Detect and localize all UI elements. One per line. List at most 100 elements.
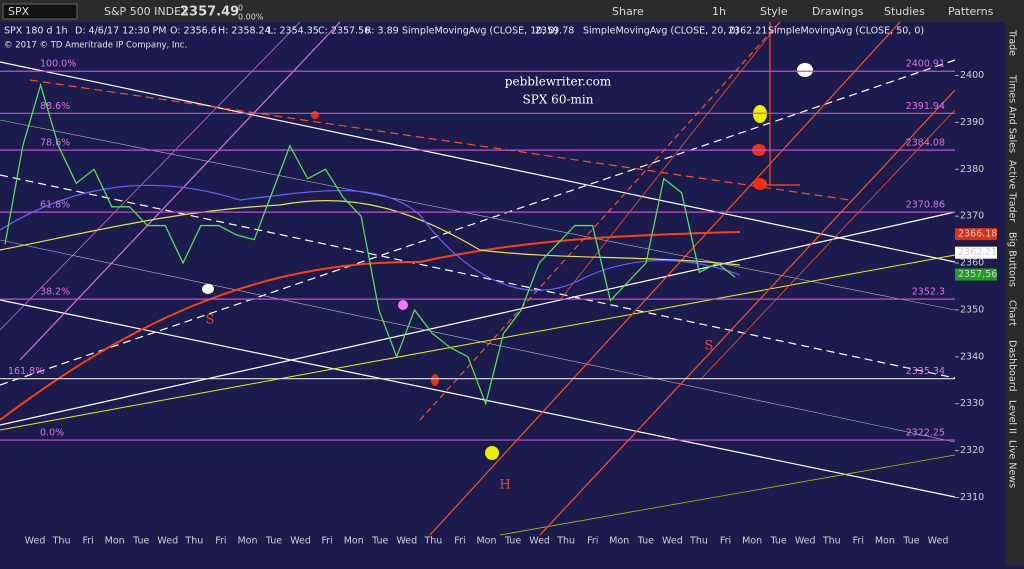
x-tick-label: Thu xyxy=(423,536,442,547)
sidebar-tab[interactable]: Live News xyxy=(1007,440,1018,488)
x-tick-label: Tue xyxy=(637,536,654,547)
fib-price: 2391.94 xyxy=(906,101,945,112)
y-tick-label: 2320 xyxy=(960,445,984,456)
info-item: D: 4/6/17 12:30 PM xyxy=(75,26,166,37)
x-tick-label: Fri xyxy=(720,536,731,547)
x-tick-label: Wed xyxy=(928,536,949,547)
fib-price: 2352.3 xyxy=(912,287,945,298)
sidebar-tab[interactable]: Level II xyxy=(1007,400,1018,434)
fib-pct: 61.8% xyxy=(40,200,70,211)
info-item: SimpleMovingAvg (CLOSE, 10, 0) xyxy=(402,26,558,37)
sidebar-tab[interactable]: Chart xyxy=(1007,300,1018,326)
wave-label: S xyxy=(206,313,215,328)
sidebar xyxy=(1005,22,1024,565)
y-tick-label: 2350 xyxy=(960,304,984,315)
sidebar-tab[interactable]: Dashboard xyxy=(1007,340,1018,392)
wave-label: S xyxy=(705,339,714,354)
symbol-box[interactable] xyxy=(2,3,78,20)
x-tick-label: Fri xyxy=(82,536,93,547)
x-tick-label: Mon xyxy=(237,536,257,547)
fib-price: 2400.91 xyxy=(906,59,945,70)
x-tick-label: Wed xyxy=(662,536,683,547)
fib-pct: 0.0% xyxy=(40,428,64,439)
annotation-site: pebblewriter.com xyxy=(505,75,612,89)
x-tick-label: Thu xyxy=(689,536,708,547)
info-item: SimpleMovingAvg (CLOSE, 20, 0) xyxy=(583,26,739,37)
info-item: L: 2354.35 xyxy=(268,26,319,37)
copyright: © 2017 © TD Ameritrade IP Company, Inc. xyxy=(4,41,187,51)
x-tick-label: Wed xyxy=(157,536,178,547)
toolbar-button[interactable]: Patterns xyxy=(948,5,994,18)
y-tick-label: 2390 xyxy=(960,117,984,128)
x-tick-label: Mon xyxy=(344,536,364,547)
toolbar-button[interactable]: 1h xyxy=(712,5,726,18)
y-tick-label: 2330 xyxy=(960,398,984,409)
x-tick-label: Tue xyxy=(770,536,787,547)
info-item: 2362.21 xyxy=(728,26,767,37)
x-tick-label: Wed xyxy=(25,536,46,547)
x-tick-label: Fri xyxy=(454,536,465,547)
y-tick-label: 2340 xyxy=(960,351,984,362)
time-axis xyxy=(0,542,1005,565)
info-item: 2359.78 xyxy=(535,26,574,37)
x-tick-label: Thu xyxy=(556,536,575,547)
fib-pct: 38.2% xyxy=(40,287,70,298)
price-tag-label: 2357.56 xyxy=(958,269,997,280)
fib-pct: 88.6% xyxy=(40,101,70,112)
info-item: SPX 180 d 1h xyxy=(4,26,68,37)
symbol[interactable]: SPX xyxy=(8,5,30,18)
price-line xyxy=(4,82,736,406)
y-tick-label: 2310 xyxy=(960,492,984,503)
y-tick-label: 2360 xyxy=(960,258,984,269)
x-tick-label: Fri xyxy=(215,536,226,547)
x-tick-label: Tue xyxy=(132,536,149,547)
fib-pct: 78.6% xyxy=(40,138,70,149)
y-tick-label: 2380 xyxy=(960,164,984,175)
toolbar-button[interactable]: Share xyxy=(612,5,644,18)
change: 0 xyxy=(238,4,243,13)
x-tick-label: Fri xyxy=(853,536,864,547)
price-tag-label: 2366.18 xyxy=(958,229,997,240)
last-price: 2357.49 xyxy=(180,5,239,20)
sidebar-tab[interactable]: Trade xyxy=(1007,29,1018,56)
toolbar-button[interactable]: Style xyxy=(760,5,788,18)
price-tag xyxy=(955,228,997,241)
change-pct: 0.00% xyxy=(238,13,264,22)
x-tick-label: Wed xyxy=(795,536,816,547)
price-axis xyxy=(955,22,1005,542)
x-tick-label: Mon xyxy=(609,536,629,547)
x-tick-label: Thu xyxy=(184,536,203,547)
sidebar-tab[interactable]: Times And Sales xyxy=(1007,74,1018,153)
y-tick-label: 2370 xyxy=(960,211,984,222)
trendlines xyxy=(0,21,956,536)
info-item: H: 2358.24 xyxy=(218,26,271,37)
price-tag xyxy=(955,246,997,259)
sidebar-tab[interactable]: Active Trader xyxy=(1007,160,1018,222)
info-item: SimpleMovingAvg (CLOSE, 50, 0) xyxy=(768,26,924,37)
fib-price: 2335.34 xyxy=(906,366,945,377)
wave-label: H xyxy=(499,478,510,493)
x-tick-label: Wed xyxy=(529,536,550,547)
markers xyxy=(202,63,813,460)
toolbar-button[interactable]: Drawings xyxy=(812,5,864,18)
annotation-label: SPX 60-min xyxy=(523,93,594,107)
price-tag xyxy=(955,268,997,281)
x-tick-label: Wed xyxy=(290,536,311,547)
price-tag-label: 2362.21 xyxy=(958,247,997,258)
y-tick-label: 2400 xyxy=(960,70,984,81)
x-tick-label: Fri xyxy=(321,536,332,547)
info-item: O: 2356.6 xyxy=(170,26,217,37)
info-item: R: 3.89 xyxy=(365,26,399,37)
x-tick-label: Thu xyxy=(822,536,841,547)
x-tick-label: Tue xyxy=(902,536,919,547)
fib-price: 2384.08 xyxy=(906,138,945,149)
x-tick-label: Mon xyxy=(105,536,125,547)
fib-pct: 100.0% xyxy=(40,59,76,70)
sidebar-tab[interactable]: Big Buttons xyxy=(1007,232,1018,287)
x-tick-label: Tue xyxy=(371,536,388,547)
x-tick-label: Mon xyxy=(875,536,895,547)
x-tick-label: Mon xyxy=(742,536,762,547)
toolbar-button[interactable]: Studies xyxy=(884,5,925,18)
info-bar xyxy=(0,22,955,38)
